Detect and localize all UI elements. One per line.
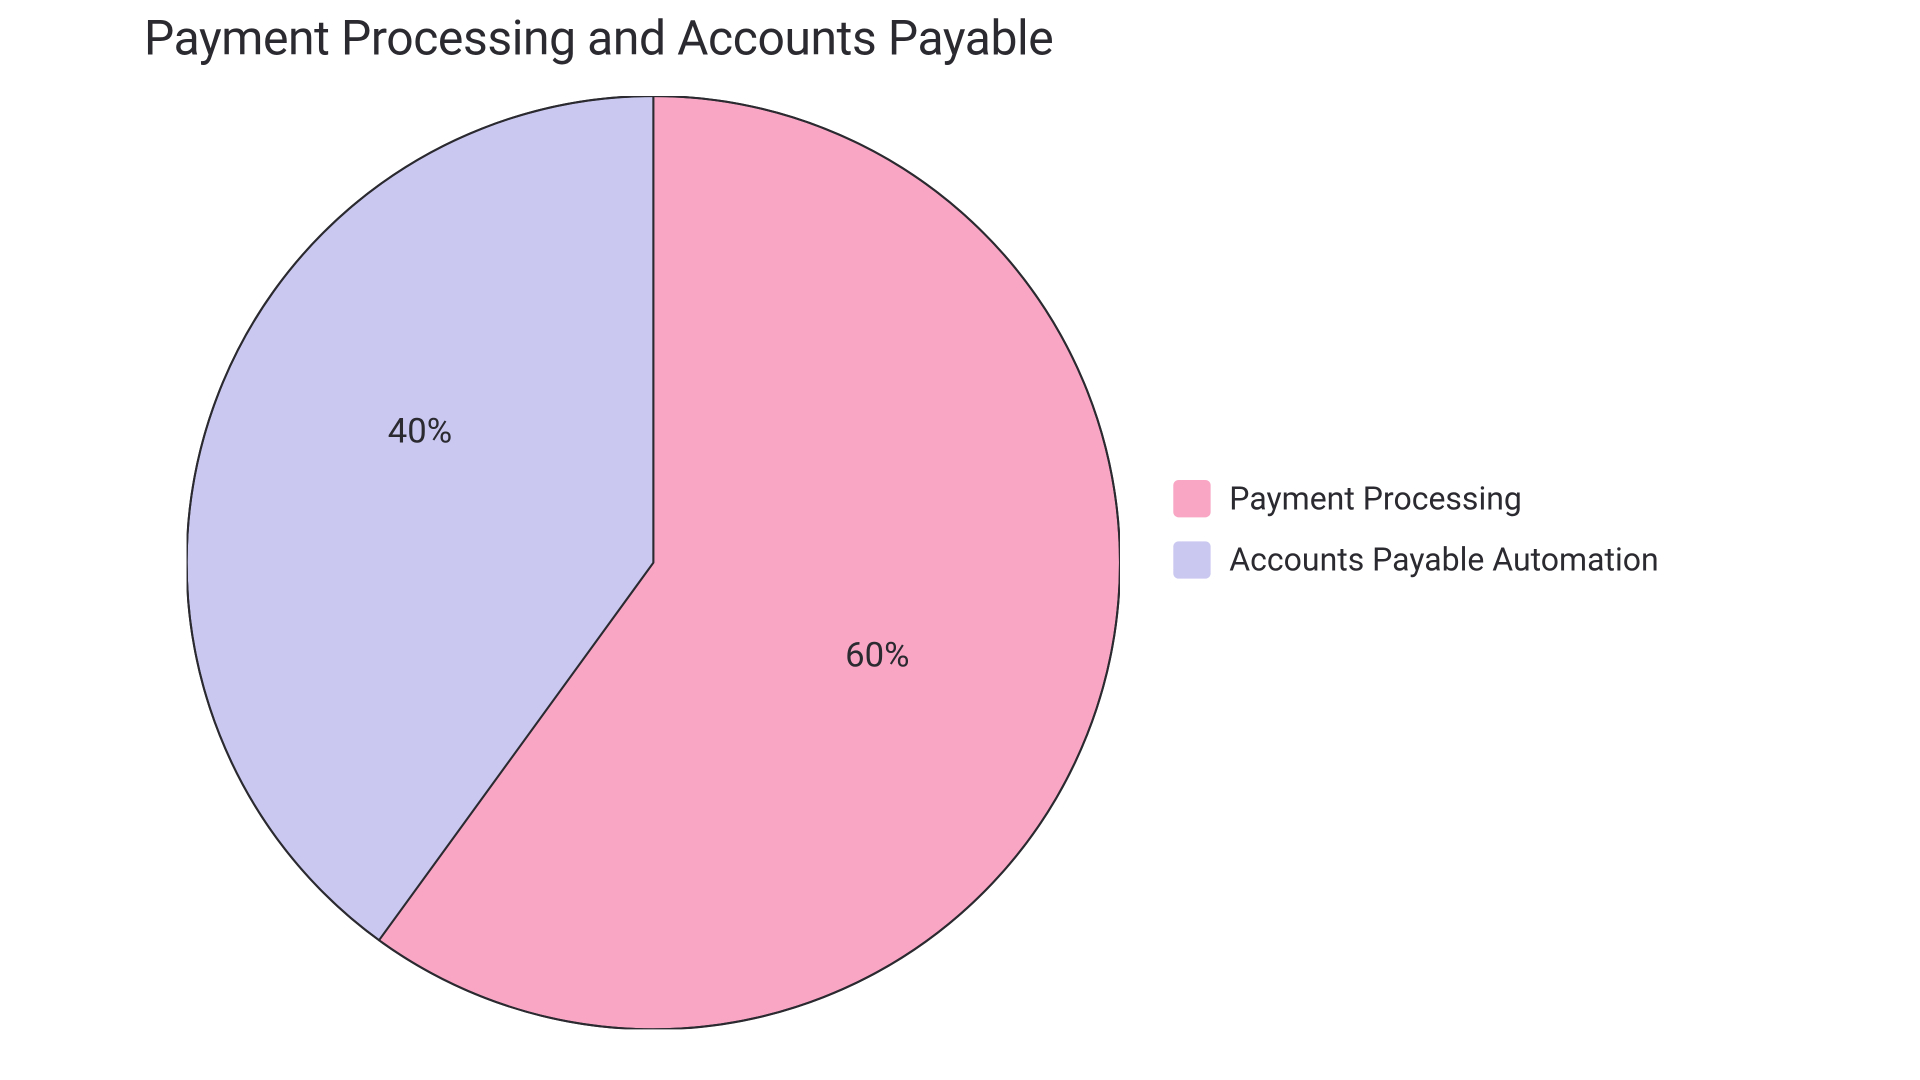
legend-swatch	[1173, 480, 1210, 517]
pie-svg	[187, 96, 1120, 1029]
legend: Payment Processing Accounts Payable Autom…	[1173, 480, 1658, 579]
legend-swatch	[1173, 541, 1210, 578]
chart-title: Payment Processing and Accounts Payable	[144, 11, 1053, 67]
legend-label: Accounts Payable Automation	[1229, 541, 1658, 578]
legend-label: Payment Processing	[1229, 480, 1522, 517]
legend-item: Accounts Payable Automation	[1173, 541, 1658, 578]
slice-percent-label: 60%	[845, 636, 909, 676]
pie-chart: Payment Processing and Accounts Payable …	[0, 0, 1920, 1072]
slice-percent-label: 40%	[388, 412, 452, 452]
pie-plot-area: 60% 40%	[187, 96, 1120, 1029]
legend-item: Payment Processing	[1173, 480, 1658, 517]
